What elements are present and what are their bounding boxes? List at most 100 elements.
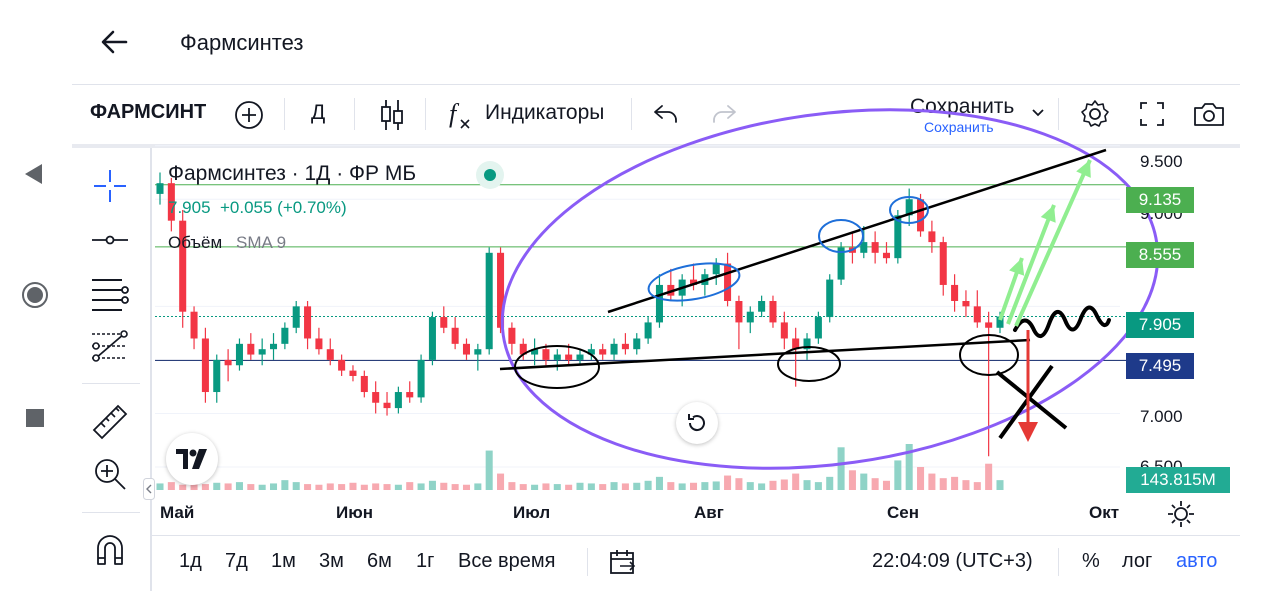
back-arrow-icon[interactable] <box>96 24 132 60</box>
tradingview-logo[interactable] <box>166 433 218 485</box>
candle-body <box>269 343 278 350</box>
crosshair-icon[interactable] <box>88 164 132 208</box>
volume-bar <box>269 483 278 490</box>
volume-bar <box>860 473 868 490</box>
symbol-button[interactable]: ФАРМСИНТ <box>90 101 207 123</box>
volume-bar <box>882 480 891 490</box>
reset-chart-button[interactable] <box>676 402 718 444</box>
candle-body <box>224 359 232 366</box>
camera-icon[interactable] <box>1192 100 1226 128</box>
magnet-icon[interactable] <box>88 528 132 572</box>
candle-body <box>349 370 357 376</box>
candle-body <box>837 247 845 280</box>
volume-bar <box>338 484 346 490</box>
volume-bar <box>304 484 312 490</box>
candle-body <box>928 231 936 243</box>
zoom-in-icon[interactable] <box>88 452 132 496</box>
sidebar-divider <box>150 148 152 591</box>
annotation-circle <box>889 196 929 224</box>
brightness-icon[interactable] <box>1166 499 1196 529</box>
gear-icon[interactable] <box>1079 98 1111 130</box>
candle-body <box>746 311 754 323</box>
go-to-date-icon[interactable] <box>608 548 638 576</box>
candle-body <box>383 402 391 409</box>
candle-body <box>951 284 959 301</box>
fib-lines-icon[interactable] <box>88 272 132 316</box>
candles-chart-type-icon[interactable] <box>378 98 406 132</box>
pattern-tool-icon[interactable] <box>88 324 132 368</box>
interval-button[interactable]: Д <box>311 101 326 124</box>
auto-toggle[interactable]: авто <box>1176 550 1218 572</box>
footer-divider <box>152 535 1240 536</box>
volume-bar <box>735 478 743 490</box>
volume-bar <box>531 484 539 490</box>
chevron-down-icon[interactable] <box>1030 104 1046 120</box>
y-tick: 7.000 <box>1140 407 1183 426</box>
candle-body <box>621 343 629 350</box>
candle-body <box>213 359 221 393</box>
volume-bar <box>587 483 595 490</box>
annotation-arrowhead <box>1009 258 1025 276</box>
android-back-icon[interactable] <box>22 162 44 186</box>
candle-body <box>428 317 436 360</box>
volume-bar <box>769 480 777 490</box>
clock-readout[interactable]: 22:04:09 (UTC+3) <box>872 550 1033 572</box>
undo-icon[interactable] <box>652 102 680 126</box>
volume-bar <box>553 484 561 490</box>
volume-bar <box>837 447 845 490</box>
candle-body <box>474 349 482 355</box>
toolbar-separator <box>354 98 355 130</box>
timeframe-7d[interactable]: 7д <box>225 550 248 572</box>
timeframe-1d[interactable]: 1д <box>179 550 202 572</box>
header-divider <box>72 84 1240 85</box>
timeframe-1m[interactable]: 1м <box>271 550 296 572</box>
candle-body <box>485 252 493 350</box>
fullscreen-icon[interactable] <box>1138 100 1166 128</box>
timeframe-3m[interactable]: 3м <box>319 550 344 572</box>
timeframe-1y[interactable]: 1г <box>416 550 435 572</box>
volume-badge: 143.815M <box>1126 467 1230 493</box>
indicators-button[interactable]: Индикаторы <box>485 101 605 124</box>
add-symbol-icon[interactable] <box>234 100 264 130</box>
timeframe-6m[interactable]: 6м <box>367 550 392 572</box>
candle-body <box>724 263 732 301</box>
candle-body <box>360 375 368 393</box>
volume-bar <box>826 476 834 490</box>
candle-body <box>871 242 879 253</box>
candle-body <box>190 311 198 339</box>
collapse-sidebar-icon[interactable] <box>143 478 155 500</box>
android-home-icon[interactable] <box>22 282 48 308</box>
volume-bar <box>417 483 425 490</box>
candle-body <box>599 349 607 355</box>
volume-bar <box>996 480 1004 490</box>
volume-bar <box>292 482 300 490</box>
annotation-arrowhead <box>1040 205 1056 223</box>
log-toggle[interactable]: лог <box>1122 550 1153 572</box>
volume-bar <box>349 482 357 490</box>
timeframe-all[interactable]: Все время <box>458 550 556 572</box>
candle-body <box>167 183 175 221</box>
fx-indicators-icon[interactable]: f <box>447 98 475 132</box>
candle-body <box>792 338 800 350</box>
candle-body <box>326 349 334 360</box>
annotation-arrow-up <box>1006 204 1056 325</box>
annotation-cross <box>998 364 1054 440</box>
candle-body <box>179 220 187 312</box>
candle-body <box>917 199 925 232</box>
candle-body <box>315 338 323 350</box>
percent-toggle[interactable]: % <box>1082 550 1100 572</box>
candle-body <box>451 327 459 344</box>
trend-line-icon[interactable] <box>88 218 132 262</box>
candle-body <box>462 343 471 355</box>
volume-bar <box>383 484 391 490</box>
x-tick: Авг <box>694 503 724 522</box>
volume-bar <box>508 482 516 490</box>
volume-bar <box>190 480 198 490</box>
ruler-icon[interactable] <box>88 400 132 444</box>
android-recents-icon[interactable] <box>25 408 45 428</box>
candle-body <box>201 338 209 393</box>
redo-icon[interactable] <box>710 102 738 126</box>
annotation-circle <box>959 334 1019 376</box>
volume-bar <box>621 483 629 490</box>
